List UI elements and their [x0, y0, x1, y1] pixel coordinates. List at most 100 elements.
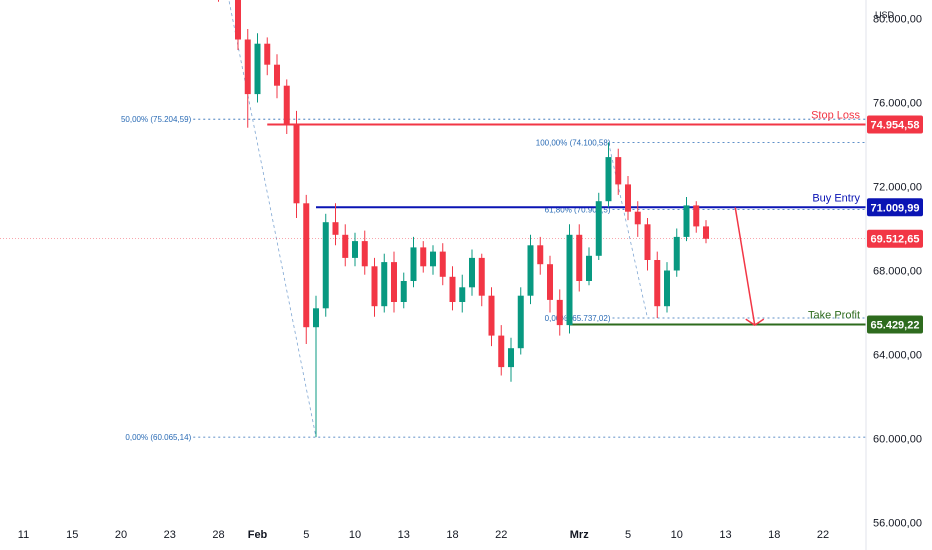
candle-body: [381, 262, 388, 307]
fib-level-label: 50,00% (75.204,59): [121, 115, 192, 124]
x-tick-label: 18: [768, 529, 780, 541]
arrow-head: [745, 318, 765, 327]
trade-level-label: Stop Loss: [811, 109, 860, 121]
currency-label: USD: [875, 10, 895, 20]
x-tick-label: 28: [212, 529, 224, 541]
candle-body: [703, 226, 709, 239]
candle-body: [283, 85, 290, 124]
arrow-shaft: [734, 207, 756, 326]
level-price-badge-bg: [867, 198, 923, 217]
fib-trend-line: [608, 142, 648, 319]
candle-body: [683, 205, 690, 237]
last-price-badge: 69.512,65: [871, 234, 920, 246]
x-tick-label: 15: [66, 529, 78, 541]
candle-body: [342, 234, 349, 258]
candle-body: [391, 262, 397, 302]
down-arrow-annotation: [734, 207, 765, 327]
candle-body: [547, 264, 553, 300]
candle-body: [274, 64, 280, 86]
candle-body: [634, 211, 641, 225]
level-price-badge: 74.954,58: [871, 119, 920, 131]
candle-body: [332, 222, 339, 235]
candle-body: [352, 241, 358, 258]
x-tick-label: 18: [446, 529, 458, 541]
x-tick-label: 20: [115, 529, 127, 541]
candle-body: [527, 245, 534, 296]
candle-body: [556, 299, 563, 326]
candle-body: [673, 236, 680, 271]
candle-body: [293, 123, 300, 204]
candle-body: [586, 255, 592, 281]
candle-body: [615, 157, 622, 185]
level-price-badge-bg: [867, 315, 923, 334]
x-tick-label: 22: [495, 529, 507, 541]
candle-body: [254, 43, 261, 95]
level-price-badge: 71.009,99: [871, 202, 920, 214]
candle-body: [654, 260, 661, 307]
x-tick-label: 22: [817, 529, 829, 541]
fib-level-label: 0,00% (60.065,14): [125, 433, 191, 442]
candle-body: [605, 157, 612, 202]
candle-body: [303, 203, 310, 328]
last-price-badge-bg: [867, 229, 923, 248]
trade-level-label: Buy Entry: [812, 192, 860, 204]
price-badges: 74.954,58 71.009,99 65.429,22 69.512,65: [867, 115, 923, 334]
candle-body: [508, 348, 514, 368]
candle-body: [439, 251, 446, 277]
y-tick-label: 72.000,00: [873, 182, 922, 194]
candle-body: [517, 295, 524, 349]
x-tick-label: 23: [164, 529, 176, 541]
trade-level-label: Take Profit: [808, 309, 860, 321]
candle-body: [537, 245, 544, 265]
candle-body: [420, 247, 427, 267]
fib-level-label: 61,80% (70.909,5): [545, 205, 611, 214]
x-tick-label: 13: [398, 529, 410, 541]
fibonacci-retracements: 100,00% (90.344,04)50,00% (75.204,59)0,0…: [121, 0, 866, 442]
candle-body: [400, 281, 407, 302]
y-tick-label: 64.000,00: [873, 350, 922, 362]
candle-body: [595, 201, 602, 256]
x-tick-label: 11: [18, 529, 29, 541]
price-axis[interactable]: USD 56.000,00 60.000,00 64.000,00 68.000,00…: [865, 0, 922, 550]
fib-level-label: 0,00% (65.737,02): [545, 314, 611, 323]
candle-body: [371, 266, 378, 307]
x-tick-label: Feb: [248, 529, 268, 541]
candle-body: [322, 222, 329, 309]
candle-body: [644, 224, 651, 260]
candle-body: [566, 234, 573, 326]
candle-body: [693, 205, 700, 227]
y-tick-label: 68.000,00: [873, 266, 922, 278]
fib-level-label: 100,00% (74.100,58): [536, 138, 611, 147]
level-price-badge-bg: [867, 115, 923, 134]
candle-body: [488, 295, 495, 336]
candle-body: [498, 335, 505, 368]
candle-body: [313, 308, 319, 328]
x-tick-label: 13: [719, 529, 731, 541]
candle-body: [664, 270, 670, 307]
x-tick-label: 5: [303, 529, 309, 541]
x-tick-label: 10: [349, 529, 361, 541]
y-tick-label: 60.000,00: [873, 434, 922, 446]
candle-body: [244, 39, 251, 95]
y-tick-label: 76.000,00: [873, 98, 922, 110]
time-axis[interactable]: 11 15 20 23 28 Feb 5 10 13 18 22 Mrz 5 10 13 18 22: [18, 529, 829, 541]
candle-body: [459, 287, 466, 302]
y-tick-label: 56.000,00: [873, 518, 922, 530]
x-tick-label: Mrz: [570, 529, 589, 541]
level-price-badge: 65.429,22: [871, 319, 920, 331]
candle-body: [576, 234, 583, 281]
fib-trend-line: [228, 0, 317, 438]
candle-body: [410, 247, 417, 281]
x-tick-label: 10: [671, 529, 683, 541]
x-tick-label: 5: [625, 529, 631, 541]
candle-body: [625, 184, 631, 212]
candle-body: [449, 276, 456, 302]
trade-levels: Stop Loss Buy Entry Take Profit: [0, 109, 866, 326]
candle-body: [235, 0, 241, 40]
y-tick-label: 80.000,00: [873, 14, 922, 26]
candle-body: [264, 43, 271, 65]
candle-body: [361, 241, 368, 267]
candle-body: [469, 257, 475, 288]
